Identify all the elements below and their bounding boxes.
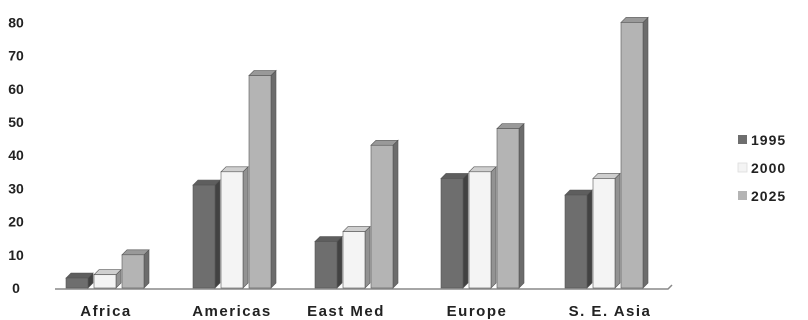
y-tick-label: 40 — [8, 147, 24, 163]
legend-label: 2025 — [751, 188, 786, 204]
bar-europe-1995 — [440, 172, 469, 289]
x-category-label: Americas — [192, 303, 272, 320]
legend-label: 2000 — [751, 160, 786, 176]
bar-s-e-asia-2025 — [620, 16, 649, 289]
bar-east-med-2000 — [342, 225, 371, 289]
legend-swatch — [737, 162, 748, 173]
bar-east-med-2025 — [370, 139, 399, 289]
legend-swatch — [738, 135, 747, 144]
bar-americas-1995 — [192, 179, 221, 289]
legend-swatch — [738, 191, 747, 200]
bars-layer — [65, 16, 649, 289]
legend-item-2025: 2025 — [738, 188, 786, 204]
bar-africa-1995 — [65, 272, 94, 289]
x-category-label: S. E. Asia — [569, 303, 652, 320]
y-tick-label: 70 — [8, 48, 24, 64]
bar-americas-2000 — [220, 166, 249, 289]
legend-item-2000: 2000 — [737, 160, 786, 176]
bar-americas-2025 — [248, 69, 277, 289]
y-tick-label: 30 — [8, 180, 24, 196]
x-category-label: East Med — [307, 303, 385, 320]
x-axis-category-labels: Africa Americas East Med Europe S. E. Asia — [80, 303, 652, 320]
bar-s-e-asia-1995 — [564, 189, 593, 289]
y-tick-label: 80 — [8, 14, 24, 30]
bar-africa-2000 — [93, 268, 122, 289]
legend-label: 1995 — [751, 132, 786, 148]
y-tick-label: 10 — [8, 247, 24, 263]
bar-east-med-1995 — [314, 235, 343, 289]
x-category-label: Europe — [447, 303, 508, 320]
floor-layer — [55, 284, 673, 290]
bar-africa-2025 — [121, 249, 150, 289]
y-tick-label: 0 — [12, 280, 20, 296]
y-tick-label: 50 — [8, 114, 24, 130]
y-tick-label: 20 — [8, 214, 24, 230]
bar-s-e-asia-2000 — [592, 172, 621, 289]
legend: 1995 2000 2025 — [737, 132, 786, 204]
y-axis-tick-labels: 0 10 20 30 40 50 60 70 80 — [8, 14, 24, 296]
bar-europe-2000 — [468, 166, 497, 289]
bar-europe-2025 — [496, 122, 525, 289]
y-tick-label: 60 — [8, 81, 24, 97]
legend-item-1995: 1995 — [738, 132, 786, 148]
x-category-label: Africa — [80, 303, 132, 320]
chart-floor-line — [55, 284, 673, 290]
